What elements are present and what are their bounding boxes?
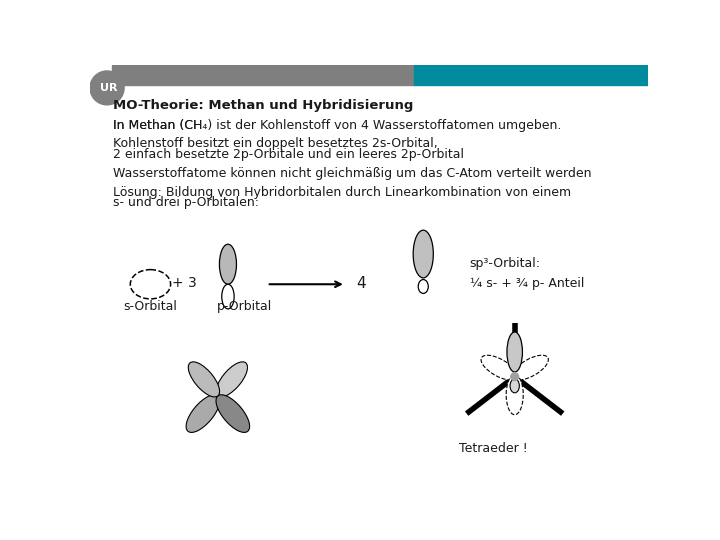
- Text: Wasserstoffatome können nicht gleichmäßig um das C-Atom verteilt werden: Wasserstoffatome können nicht gleichmäßi…: [113, 167, 592, 180]
- Text: 4: 4: [356, 276, 366, 291]
- Ellipse shape: [216, 395, 250, 433]
- Bar: [414, 65, 648, 85]
- Text: Tetraeder !: Tetraeder !: [459, 442, 527, 455]
- Text: MO-Theorie: Methan und Hybridisierung: MO-Theorie: Methan und Hybridisierung: [113, 99, 413, 112]
- Ellipse shape: [510, 379, 519, 393]
- Ellipse shape: [217, 381, 231, 397]
- Ellipse shape: [222, 284, 234, 309]
- Text: In Methan (CH: In Methan (CH: [113, 119, 202, 132]
- Text: s- und drei p-Orbitalen:: s- und drei p-Orbitalen:: [113, 197, 259, 210]
- Text: s-Orbital: s-Orbital: [124, 300, 177, 313]
- Ellipse shape: [506, 375, 523, 415]
- Ellipse shape: [217, 395, 231, 411]
- Text: p-Orbital: p-Orbital: [217, 300, 273, 313]
- Text: Kohlenstoff besitzt ein doppelt besetztes 2s-Orbital,: Kohlenstoff besitzt ein doppelt besetzte…: [113, 137, 438, 150]
- Ellipse shape: [186, 395, 220, 433]
- Ellipse shape: [513, 355, 549, 380]
- Ellipse shape: [188, 362, 220, 397]
- Ellipse shape: [204, 395, 219, 411]
- Text: + 3: + 3: [172, 276, 197, 291]
- Text: Lösung: Bildung von Hybridorbitalen durch Linearkombination von einem: Lösung: Bildung von Hybridorbitalen durc…: [113, 186, 572, 199]
- Text: UR: UR: [100, 83, 117, 93]
- Ellipse shape: [220, 244, 236, 284]
- Ellipse shape: [481, 355, 517, 380]
- Circle shape: [90, 71, 124, 105]
- Circle shape: [510, 373, 518, 381]
- Text: ¼ s- + ¾ p- Anteil: ¼ s- + ¾ p- Anteil: [469, 278, 584, 291]
- Ellipse shape: [204, 381, 219, 397]
- Text: 2 einfach besetzte 2p-Orbitale und ein leeres 2p-Orbital: 2 einfach besetzte 2p-Orbitale und ein l…: [113, 148, 464, 161]
- Ellipse shape: [216, 362, 248, 397]
- Text: In Methan (CH₄) ist der Kohlenstoff von 4 Wasserstoffatomen umgeben.: In Methan (CH₄) ist der Kohlenstoff von …: [113, 119, 562, 132]
- Text: sp³-Orbital:: sp³-Orbital:: [469, 258, 541, 271]
- Bar: [112, 65, 414, 85]
- Ellipse shape: [413, 230, 433, 278]
- Ellipse shape: [418, 280, 428, 293]
- Ellipse shape: [507, 332, 523, 372]
